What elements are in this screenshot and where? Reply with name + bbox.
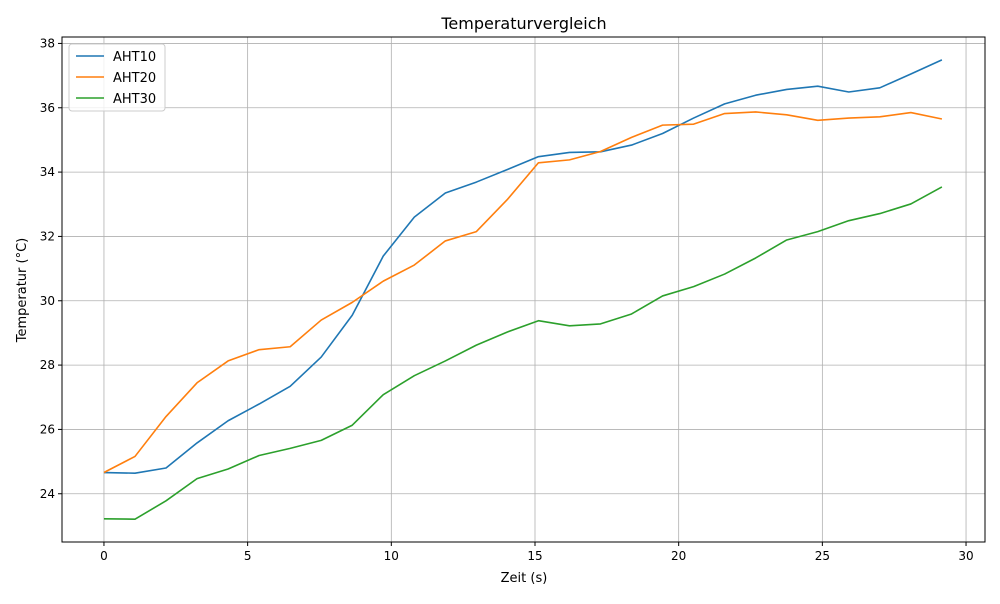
series-line-aht30: [103, 186, 943, 520]
x-tick-label: 5: [244, 549, 252, 563]
x-tick-label: 25: [815, 549, 830, 563]
x-tick-label: 15: [527, 549, 542, 563]
y-tick-label: 38: [40, 36, 55, 50]
x-axis-ticks: 0 5 10 15 20 25 30: [100, 542, 974, 563]
y-axis-ticks: 24 26 28 30 32 34 36 38: [40, 36, 62, 501]
series-line-aht10: [103, 59, 943, 474]
x-tick-label: 10: [384, 549, 399, 563]
legend-label-aht20: AHT20: [113, 71, 156, 86]
y-tick-label: 36: [40, 101, 55, 115]
y-axis-label: Temperatur (°C): [15, 238, 30, 344]
legend-box: [68, 43, 166, 112]
legend: AHT10 AHT20 AHT30: [68, 43, 166, 112]
y-tick-label: 32: [40, 229, 55, 243]
legend-label-aht30: AHT30: [113, 92, 156, 107]
chart-title: Temperaturvergleich: [440, 14, 606, 33]
x-axis-label: Zeit (s): [501, 571, 548, 586]
grid: [62, 37, 985, 542]
plot-frame: [61, 36, 986, 543]
y-tick-label: 34: [40, 165, 55, 179]
y-tick-label: 26: [40, 422, 55, 436]
y-tick-label: 28: [40, 358, 55, 372]
legend-label-aht10: AHT10: [113, 50, 156, 65]
y-tick-label: 30: [40, 294, 55, 308]
x-tick-label: 30: [958, 549, 973, 563]
y-tick-label: 24: [40, 487, 55, 501]
x-tick-label: 0: [100, 549, 108, 563]
series-lines: [103, 59, 943, 520]
x-tick-label: 20: [671, 549, 686, 563]
series-line-aht20: [103, 111, 943, 474]
